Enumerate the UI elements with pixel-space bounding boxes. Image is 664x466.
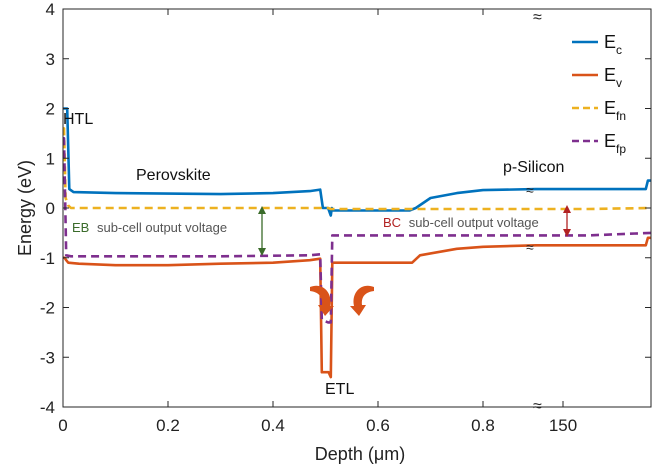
series-line-efp bbox=[62, 137, 652, 324]
eb-text: sub-cell output voltage bbox=[97, 220, 227, 235]
bc-annotation: BC sub-cell output voltage bbox=[383, 215, 539, 230]
x-tick-label: 0.6 bbox=[366, 416, 390, 435]
y-tick-label: -1 bbox=[40, 249, 55, 268]
legend-label: Ec bbox=[604, 32, 622, 57]
legend: Ec Ev Efn Efp bbox=[572, 32, 626, 156]
htl-label: HTL bbox=[63, 111, 93, 128]
x-tick-label: 0 bbox=[58, 416, 67, 435]
y-axis-label: Energy (eV) bbox=[15, 160, 35, 256]
annotation-group: HTL Perovskite p-Silicon ETL EB sub-cell… bbox=[63, 9, 571, 415]
series-group bbox=[62, 107, 652, 379]
y-tick-label: 1 bbox=[46, 149, 55, 168]
x-tick-label: 0.4 bbox=[261, 416, 285, 435]
axis-break-top-icon: ≈ bbox=[533, 9, 542, 26]
y-tick-label: 3 bbox=[46, 50, 55, 69]
bc-prefix: BC bbox=[383, 215, 401, 230]
eb-prefix: EB bbox=[72, 220, 89, 235]
y-tick-label: 2 bbox=[46, 100, 55, 119]
recombination-arrows-icon bbox=[310, 285, 374, 316]
bc-text: sub-cell output voltage bbox=[409, 215, 539, 230]
y-tick-label: -3 bbox=[40, 348, 55, 367]
y-tick-label: -2 bbox=[40, 299, 55, 318]
legend-label: Efp bbox=[604, 131, 626, 156]
eb-voltage-arrow bbox=[258, 206, 266, 256]
y-tick-label: 4 bbox=[46, 0, 55, 19]
x-break-tick-label: 150 bbox=[549, 416, 577, 435]
x-tick-label: 0.2 bbox=[156, 416, 180, 435]
perovskite-label: Perovskite bbox=[136, 167, 211, 184]
eb-annotation: EB sub-cell output voltage bbox=[72, 220, 227, 235]
y-tick-label: -4 bbox=[40, 398, 55, 417]
x-tick-label: 0.8 bbox=[471, 416, 495, 435]
ev-break-icon: ≈ bbox=[526, 239, 534, 255]
x-axis-label: Depth (μm) bbox=[315, 444, 405, 464]
psilicon-label: p-Silicon bbox=[503, 159, 564, 176]
y-tick-label: 0 bbox=[46, 199, 55, 218]
ec-break-icon: ≈ bbox=[526, 182, 534, 198]
bc-voltage-arrow bbox=[563, 205, 571, 237]
legend-label: Efn bbox=[604, 98, 626, 123]
legend-label: Ev bbox=[604, 65, 622, 90]
etl-label: ETL bbox=[325, 381, 354, 398]
series-line-efn bbox=[62, 127, 652, 211]
